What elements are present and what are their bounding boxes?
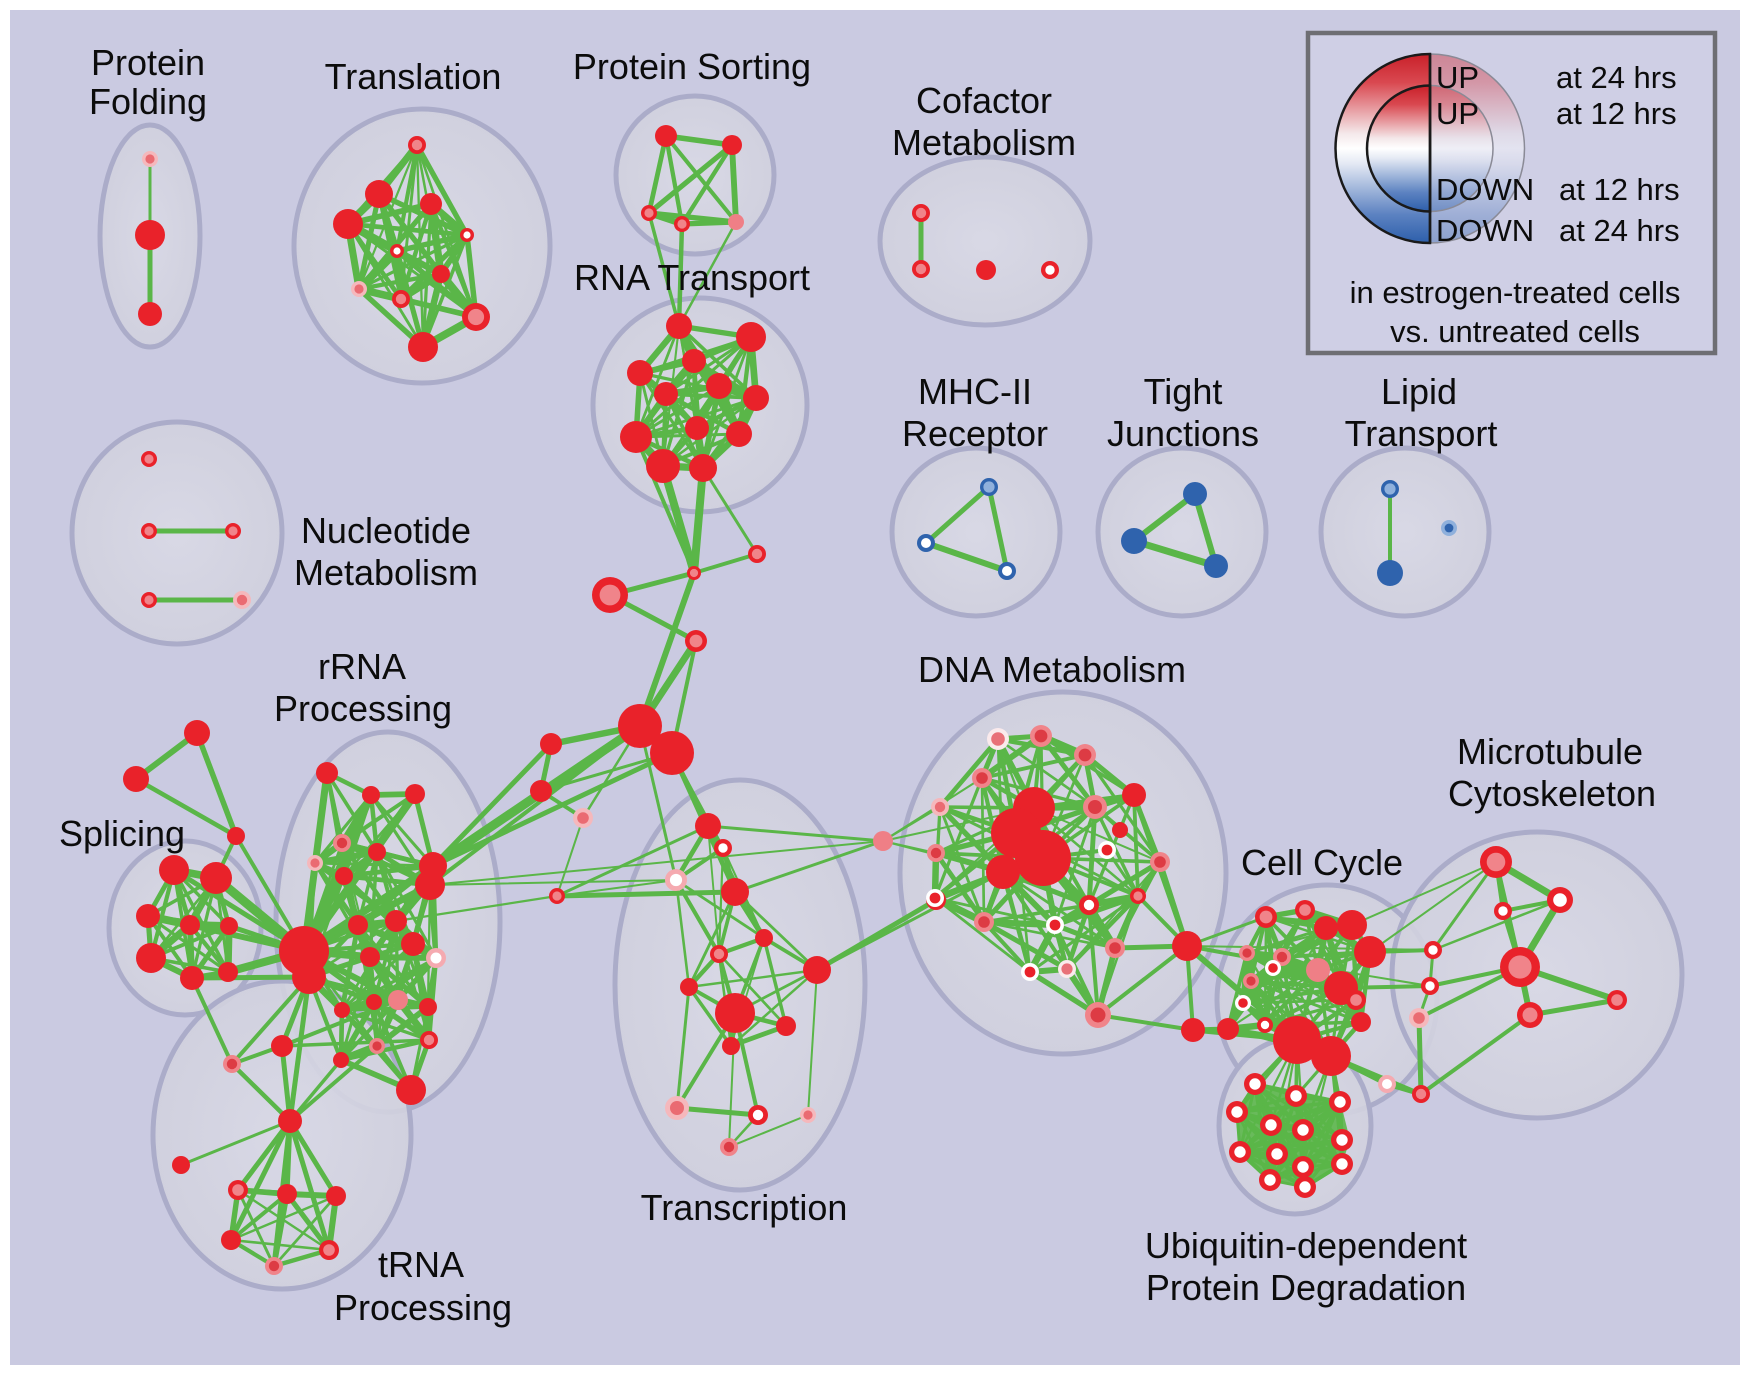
svg-text:Processing: Processing (334, 1287, 512, 1328)
svg-text:at 24 hrs: at 24 hrs (1559, 213, 1680, 248)
svg-text:vs. untreated cells: vs. untreated cells (1390, 314, 1640, 349)
svg-text:tRNA: tRNA (378, 1244, 464, 1285)
svg-text:Transport: Transport (1345, 413, 1498, 454)
svg-text:Junctions: Junctions (1107, 413, 1259, 454)
svg-text:Tight: Tight (1144, 371, 1223, 412)
svg-text:DOWN: DOWN (1436, 172, 1534, 207)
svg-text:Metabolism: Metabolism (892, 122, 1076, 163)
svg-text:Translation: Translation (325, 56, 502, 97)
svg-text:UP: UP (1436, 60, 1479, 95)
svg-text:Nucleotide: Nucleotide (301, 510, 471, 551)
svg-text:Protein Sorting: Protein Sorting (573, 46, 811, 87)
svg-text:DOWN: DOWN (1436, 213, 1534, 248)
svg-text:Splicing: Splicing (59, 813, 185, 854)
svg-text:Ubiquitin-dependent: Ubiquitin-dependent (1145, 1225, 1467, 1266)
svg-text:in estrogen-treated cells: in estrogen-treated cells (1350, 275, 1681, 310)
svg-text:at 12 hrs: at 12 hrs (1556, 96, 1677, 131)
svg-text:Metabolism: Metabolism (294, 552, 478, 593)
svg-text:at 24 hrs: at 24 hrs (1556, 60, 1677, 95)
svg-text:DNA Metabolism: DNA Metabolism (918, 649, 1186, 690)
svg-text:UP: UP (1436, 96, 1479, 131)
svg-text:Cell Cycle: Cell Cycle (1241, 842, 1403, 883)
svg-text:Receptor: Receptor (902, 413, 1048, 454)
svg-text:Lipid: Lipid (1381, 371, 1457, 412)
svg-text:Protein: Protein (91, 42, 205, 83)
svg-text:MHC-II: MHC-II (918, 371, 1032, 412)
svg-text:Cytoskeleton: Cytoskeleton (1448, 773, 1656, 814)
svg-text:RNA Transport: RNA Transport (574, 257, 810, 298)
svg-text:Processing: Processing (274, 688, 452, 729)
svg-text:Folding: Folding (89, 81, 207, 122)
svg-text:Protein Degradation: Protein Degradation (1146, 1267, 1466, 1308)
svg-text:Cofactor: Cofactor (916, 80, 1052, 121)
svg-text:rRNA: rRNA (318, 646, 406, 687)
svg-text:Transcription: Transcription (641, 1187, 848, 1228)
svg-text:Microtubule: Microtubule (1457, 731, 1643, 772)
svg-text:at 12 hrs: at 12 hrs (1559, 172, 1680, 207)
